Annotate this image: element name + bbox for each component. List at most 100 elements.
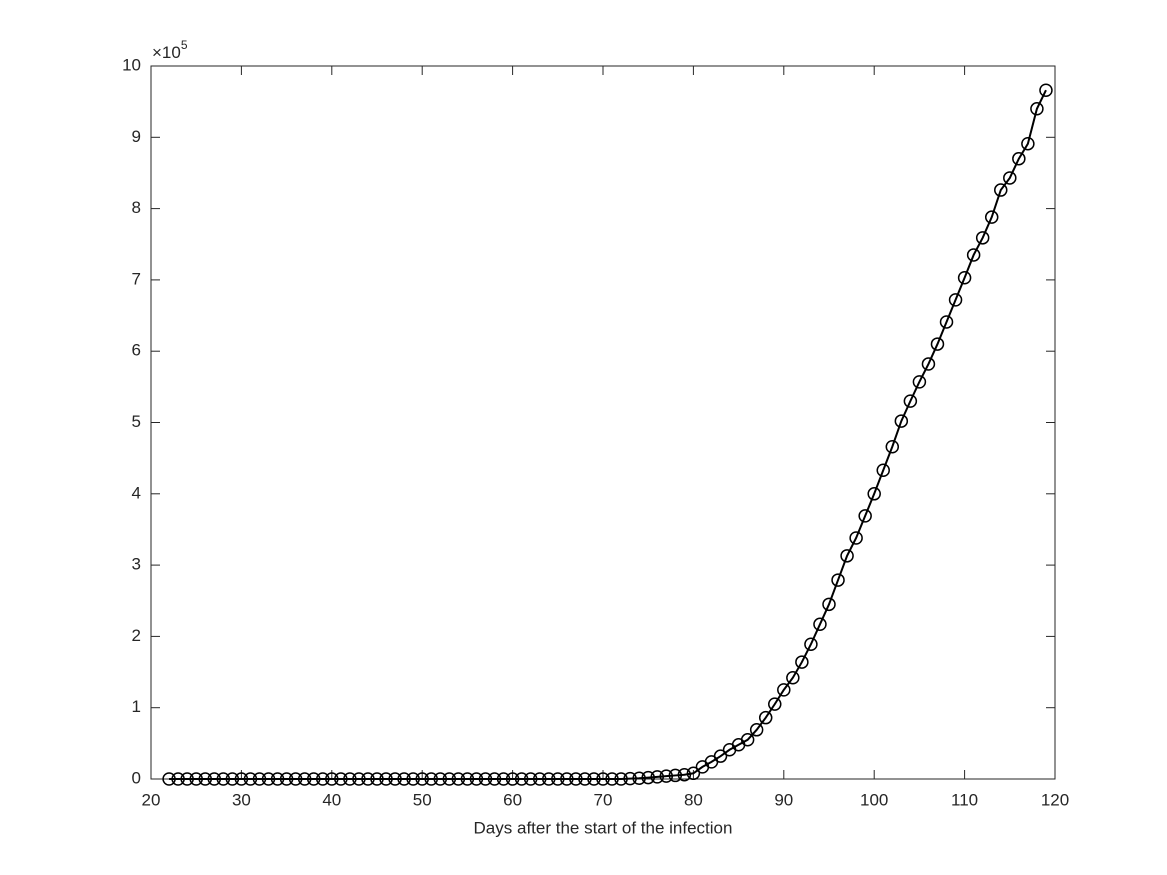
data-point: [623, 771, 637, 786]
y-tick-label: 7: [132, 269, 141, 288]
data-point: [334, 772, 348, 786]
x-tick-label: 70: [594, 790, 613, 809]
data-point: [487, 772, 502, 786]
data-point: [966, 248, 981, 262]
data-point: [225, 772, 240, 786]
x-tick-label: 110: [951, 790, 978, 809]
data-point: [605, 772, 619, 786]
data-point: [1021, 136, 1035, 151]
data-point: [894, 414, 909, 428]
data-point: [957, 271, 972, 285]
y-tick-label: 6: [132, 341, 141, 360]
y-tick-label: 10: [122, 55, 141, 74]
data-point: [768, 697, 782, 711]
data-point: [297, 772, 312, 786]
x-tick-label: 80: [684, 790, 703, 809]
data-point: [523, 772, 538, 786]
data-point: [415, 772, 429, 786]
data-point: [587, 772, 601, 786]
data-point: [343, 772, 357, 786]
series-line: [169, 89, 1047, 780]
data-point: [740, 733, 755, 747]
data-point: [442, 772, 457, 786]
data-point: [252, 772, 267, 786]
plot-box: [150, 65, 1056, 780]
data-point: [813, 617, 827, 632]
data-point: [668, 768, 683, 783]
y-tick-label: 1: [132, 697, 141, 716]
data-point: [352, 772, 366, 786]
y-tick-label: 5: [132, 412, 141, 431]
data-point: [1012, 151, 1026, 166]
x-tick-label: 50: [413, 790, 432, 809]
data-point: [912, 375, 927, 389]
data-point: [831, 573, 845, 587]
data-point: [325, 772, 339, 786]
data-point: [650, 770, 664, 784]
data-point: [288, 772, 303, 786]
data-point: [840, 549, 854, 563]
data-point: [885, 439, 900, 454]
data-point: [822, 597, 836, 612]
data-point: [216, 772, 231, 786]
y-tick-label: 2: [132, 626, 141, 645]
data-point: [1039, 83, 1053, 97]
data-point: [596, 772, 610, 786]
data-point: [795, 655, 809, 669]
data-point: [542, 772, 556, 786]
data-point: [786, 671, 800, 685]
data-point: [451, 772, 466, 786]
data-point: [560, 772, 574, 786]
data-point: [316, 772, 330, 786]
axis-multiplier: ×105: [152, 38, 188, 62]
data-point: [424, 772, 438, 786]
data-point: [496, 772, 511, 786]
data-point: [677, 767, 692, 782]
data-point: [948, 293, 963, 307]
data-point: [180, 772, 194, 786]
data-point: [379, 772, 393, 786]
data-point: [189, 772, 203, 786]
data-point: [804, 637, 818, 651]
data-point: [469, 772, 484, 786]
x-tick-label: 60: [503, 790, 522, 809]
data-point: [749, 723, 764, 737]
data-point: [370, 772, 384, 786]
data-point: [261, 772, 276, 786]
data-point: [306, 772, 321, 786]
multiplier-base: ×10: [152, 43, 181, 62]
multiplier-power: 5: [181, 38, 188, 52]
data-point: [777, 683, 791, 697]
data-point: [975, 231, 990, 245]
data-point: [641, 770, 655, 785]
data-point: [578, 772, 592, 786]
data-point: [686, 766, 701, 781]
data-point: [361, 772, 375, 786]
data-point: [279, 772, 294, 786]
y-tick-label: 4: [132, 483, 141, 502]
data-point: [397, 772, 411, 786]
x-tick-label: 120: [1041, 790, 1069, 809]
data-point: [243, 772, 258, 786]
data-point: [984, 210, 999, 224]
data-point: [994, 183, 1008, 197]
data-point: [758, 710, 773, 725]
data-point: [505, 772, 520, 786]
data-point: [433, 772, 448, 786]
data-point: [198, 772, 212, 786]
data-point: [207, 772, 222, 786]
data-point: [876, 463, 890, 478]
x-tick-label: 40: [322, 790, 341, 809]
data-point: [921, 357, 936, 371]
data-point: [171, 772, 185, 786]
data-point: [903, 394, 918, 408]
x-tick-label: 100: [860, 790, 888, 809]
data-point: [858, 509, 872, 523]
x-tick-label: 20: [142, 790, 161, 809]
data-point: [162, 772, 176, 786]
data-point: [270, 772, 285, 786]
x-tick-label: 30: [232, 790, 251, 809]
data-point: [1003, 171, 1017, 185]
data-point: [388, 772, 402, 786]
